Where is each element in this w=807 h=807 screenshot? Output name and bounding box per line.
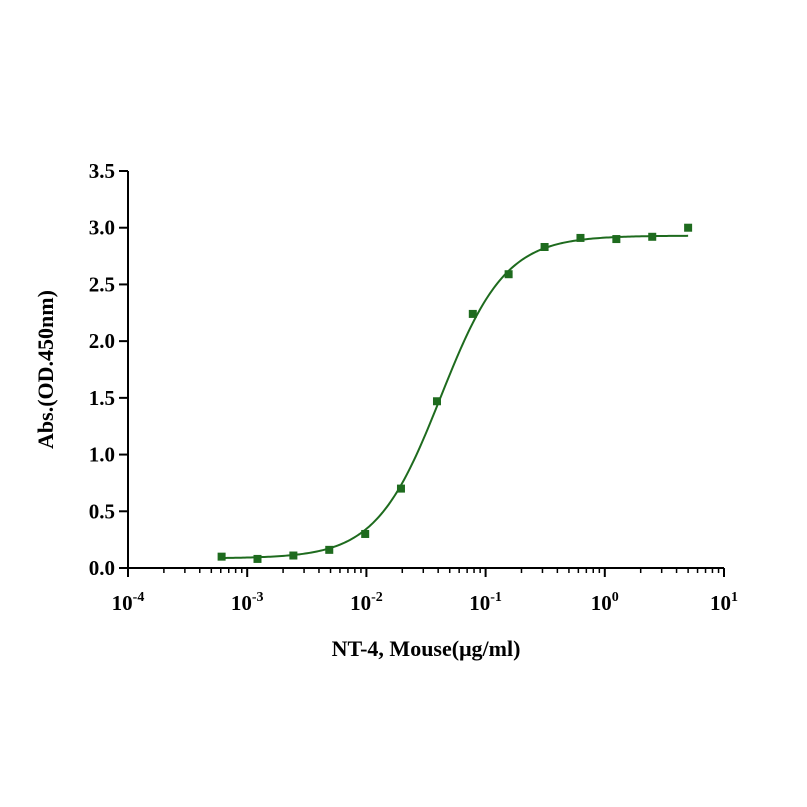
x-axis-title: NT-4, Mouse(μg/ml)	[332, 636, 521, 661]
axes	[127, 171, 724, 569]
y-tick-label: 1.0	[89, 443, 115, 467]
data-points	[217, 223, 693, 563]
y-axis-title: Abs.(OD.450nm)	[33, 290, 58, 449]
x-tick-label: 10-1	[469, 590, 502, 615]
data-point	[540, 242, 549, 251]
data-point	[325, 545, 334, 554]
y-tick-label: 0.5	[89, 499, 115, 523]
data-point	[648, 232, 657, 241]
fit-curve	[221, 234, 689, 559]
y-ticks: 0.0 0.5 1.0 1.5 2.0 2.5 3.0 3.5	[89, 159, 128, 580]
data-point	[576, 233, 585, 242]
data-point	[432, 397, 441, 406]
data-point	[253, 554, 262, 563]
x-tick-label: 100	[591, 590, 619, 615]
y-tick-label: 3.5	[89, 159, 115, 183]
data-point	[217, 552, 226, 561]
y-tick-label: 2.0	[89, 329, 115, 353]
x-tick-label: 10-4	[112, 590, 145, 615]
x-tick-label: 10-3	[231, 590, 264, 615]
x-ticks: 10-4 10-3 10-2 10-1 100 101	[112, 568, 738, 615]
data-point	[468, 309, 477, 318]
y-tick-label: 2.5	[89, 272, 115, 296]
data-point	[289, 551, 298, 560]
data-point	[612, 235, 621, 244]
y-tick-label: 1.5	[89, 386, 115, 410]
y-tick-label: 0.0	[89, 556, 115, 580]
y-tick-label: 3.0	[89, 216, 115, 240]
data-point	[396, 484, 405, 493]
data-point	[684, 223, 693, 232]
x-tick-label: 10-2	[350, 590, 383, 615]
x-tick-label: 101	[710, 590, 738, 615]
data-point	[504, 270, 513, 279]
data-point	[361, 529, 370, 538]
